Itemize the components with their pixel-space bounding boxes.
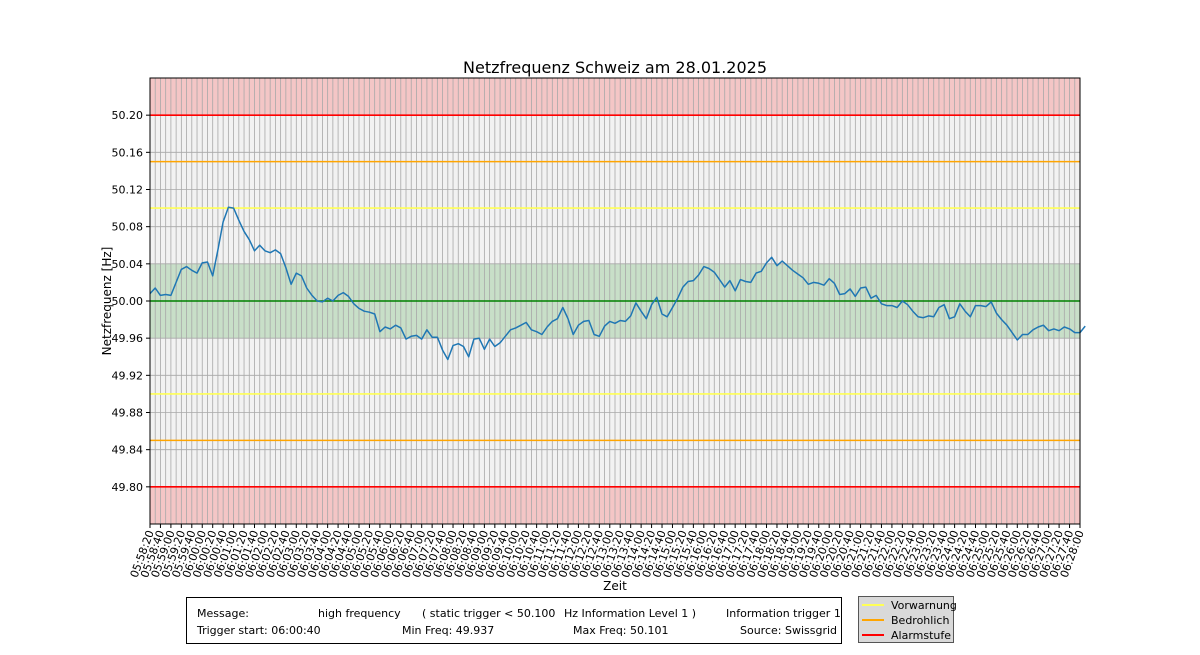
legend-item-bedrohlich: Bedrohlich (862, 613, 949, 627)
y-tick-label: 50.04 (112, 258, 144, 271)
message-label: Message: (197, 607, 249, 620)
y-tick-label: 49.96 (112, 332, 144, 345)
frequency-chart: Netzfrequenz Schweiz am 28.01.2025 49.80… (100, 58, 1087, 593)
legend-swatch (862, 634, 884, 636)
y-axis-label: Netzfrequenz [Hz] (100, 247, 114, 356)
legend-swatch (862, 604, 884, 606)
legend-label: Vorwarnung (891, 598, 957, 612)
frequency-series-line (149, 206, 1086, 361)
legend-swatch (862, 619, 884, 621)
y-tick-label: 50.12 (112, 184, 144, 197)
y-tick-label: 49.84 (112, 444, 144, 457)
y-tick-label: 49.80 (112, 481, 144, 494)
message-value: high frequency (318, 607, 401, 620)
legend-label: Alarmstufe (891, 628, 952, 642)
y-tick-label: 50.08 (112, 221, 144, 234)
max-freq: Max Freq: 50.101 (573, 624, 669, 637)
trigger-text: ( static trigger < 50.100 (422, 607, 556, 620)
info-trigger: Information trigger 1 (726, 607, 841, 620)
y-tick-label: 50.16 (112, 146, 144, 159)
trigger-start: Trigger start: 06:00:40 (197, 624, 321, 637)
y-tick-label: 50.20 (112, 109, 144, 122)
legend-label: Bedrohlich (891, 613, 950, 627)
y-tick-label: 50.00 (112, 295, 144, 308)
legend-item-vorwarnung: Vorwarnung (862, 598, 957, 612)
y-tick-label: 49.88 (112, 407, 144, 420)
x-axis-label: Zeit (603, 579, 627, 593)
level-text: Hz Information Level 1 ) (564, 607, 697, 620)
source: Source: Swissgrid (740, 624, 838, 637)
y-tick-label: 49.92 (112, 369, 144, 382)
legend-item-alarmstufe: Alarmstufe (862, 628, 951, 642)
info-box: Message: high frequency ( static trigger… (186, 597, 842, 644)
min-freq: Min Freq: 49.937 (402, 624, 495, 637)
chart-title: Netzfrequenz Schweiz am 28.01.2025 (463, 58, 767, 77)
legend: Vorwarnung Bedrohlich Alarmstufe (858, 596, 957, 643)
